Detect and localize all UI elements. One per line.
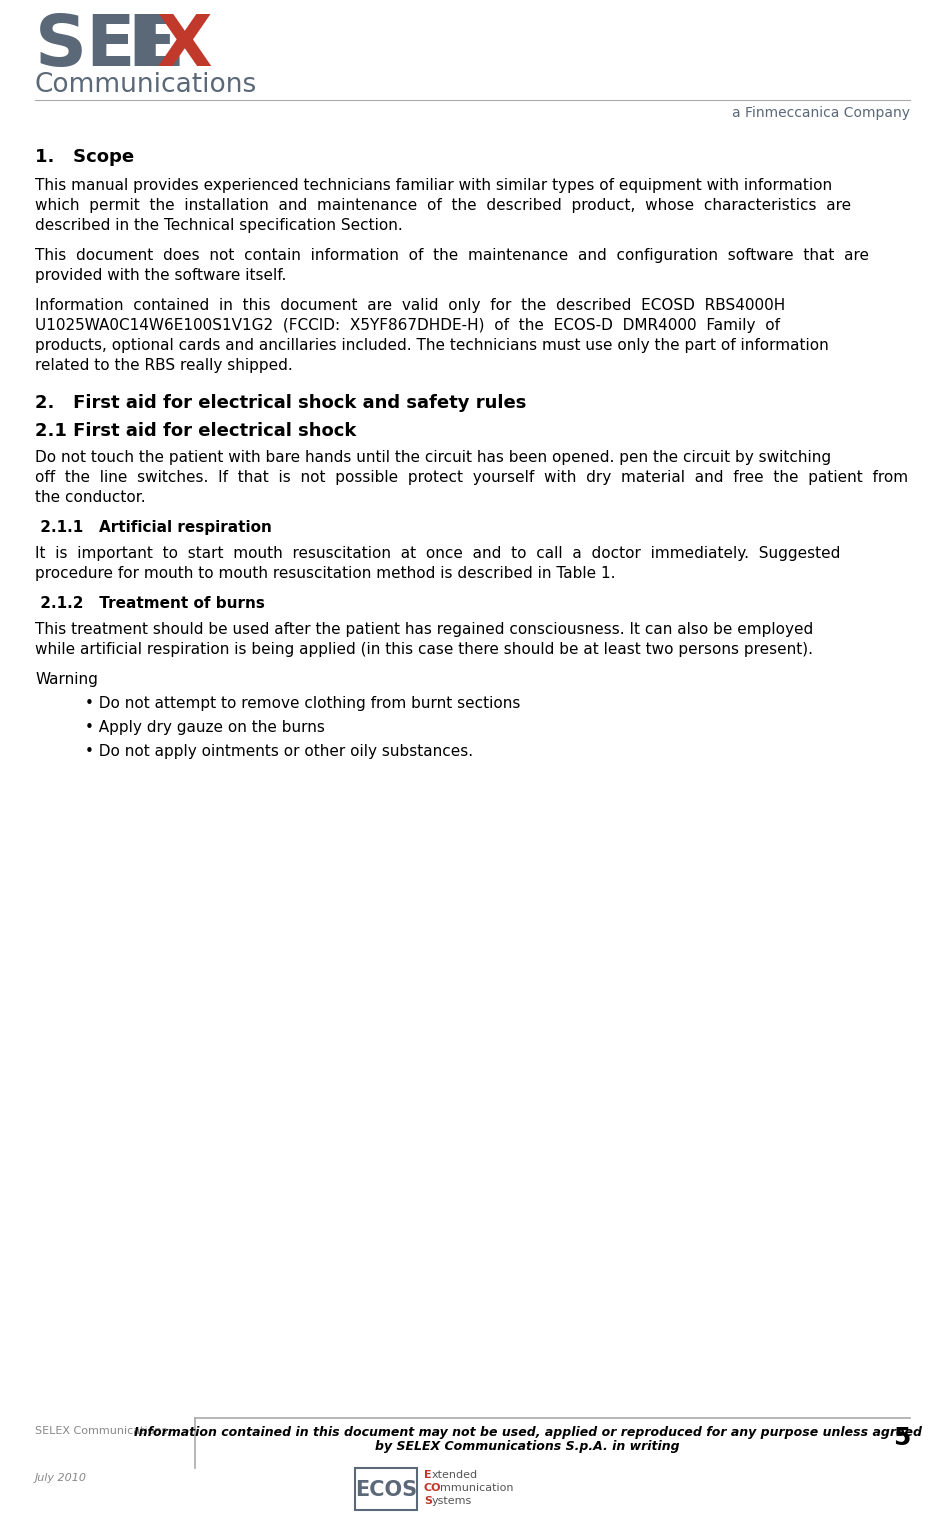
Text: products, optional cards and ancillaries included. The technicians must use only: products, optional cards and ancillaries… <box>35 339 828 352</box>
Text: Information contained in this document may not be used, applied or reproduced fo: Information contained in this document m… <box>133 1426 920 1440</box>
Text: • Apply dry gauze on the burns: • Apply dry gauze on the burns <box>85 720 325 735</box>
Text: xtended: xtended <box>431 1470 478 1479</box>
Text: This manual provides experienced technicians familiar with similar types of equi: This manual provides experienced technic… <box>35 178 832 194</box>
Text: while artificial respiration is being applied (in this case there should be at l: while artificial respiration is being ap… <box>35 642 812 657</box>
Text: off  the  line  switches.  If  that  is  not  possible  protect  yourself  with : off the line switches. If that is not po… <box>35 470 907 485</box>
Text: Communications: Communications <box>35 72 257 98</box>
Text: mmunication: mmunication <box>440 1482 513 1493</box>
Text: It  is  important  to  start  mouth  resuscitation  at  once  and  to  call  a  : It is important to start mouth resuscita… <box>35 546 839 561</box>
Text: U1025WA0C14W6E100S1V1G2  (FCCID:  X5YF867DHDE-H)  of  the  ECOS-D  DMR4000  Fami: U1025WA0C14W6E100S1V1G2 (FCCID: X5YF867D… <box>35 319 779 332</box>
Text: Warning: Warning <box>35 673 98 686</box>
Text: SELEX Communications: SELEX Communications <box>35 1426 167 1437</box>
Text: ECOS: ECOS <box>355 1479 416 1501</box>
Text: E: E <box>424 1470 431 1479</box>
Text: a Finmeccanica Company: a Finmeccanica Company <box>732 107 909 120</box>
Text: 2.1.2   Treatment of burns: 2.1.2 Treatment of burns <box>35 596 264 612</box>
Text: provided with the software itself.: provided with the software itself. <box>35 268 286 284</box>
Text: E: E <box>126 12 177 81</box>
Text: 2.1 First aid for electrical shock: 2.1 First aid for electrical shock <box>35 422 356 441</box>
Text: • Do not apply ointments or other oily substances.: • Do not apply ointments or other oily s… <box>85 744 473 759</box>
Bar <box>355 1469 416 1510</box>
Text: Information  contained  in  this  document  are  valid  only  for  the  describe: Information contained in this document a… <box>35 297 784 313</box>
Text: which  permit  the  installation  and  maintenance  of  the  described  product,: which permit the installation and mainte… <box>35 198 851 214</box>
Text: by SELEX Communications S.p.A. in writing: by SELEX Communications S.p.A. in writin… <box>375 1440 679 1453</box>
Text: the conductor.: the conductor. <box>35 490 145 505</box>
Text: Do not touch the patient with bare hands until the circuit has been opened. pen : Do not touch the patient with bare hands… <box>35 450 830 465</box>
Text: related to the RBS really shipped.: related to the RBS really shipped. <box>35 358 293 374</box>
Text: • Do not attempt to remove clothing from burnt sections: • Do not attempt to remove clothing from… <box>85 695 520 711</box>
Text: CO: CO <box>424 1482 441 1493</box>
Text: July 2010: July 2010 <box>35 1473 87 1482</box>
Text: 5: 5 <box>892 1426 909 1450</box>
Text: procedure for mouth to mouth resuscitation method is described in Table 1.: procedure for mouth to mouth resuscitati… <box>35 566 615 581</box>
Text: X: X <box>157 12 212 81</box>
Text: ystems: ystems <box>431 1496 472 1507</box>
Text: 2.1.1   Artificial respiration: 2.1.1 Artificial respiration <box>35 520 272 535</box>
Text: 2.   First aid for electrical shock and safety rules: 2. First aid for electrical shock and sa… <box>35 393 526 412</box>
Text: This treatment should be used after the patient has regained consciousness. It c: This treatment should be used after the … <box>35 622 813 637</box>
Text: S: S <box>424 1496 431 1507</box>
Text: 1.   Scope: 1. Scope <box>35 148 134 166</box>
Text: described in the Technical specification Section.: described in the Technical specification… <box>35 218 402 233</box>
Text: This  document  does  not  contain  information  of  the  maintenance  and  conf: This document does not contain informati… <box>35 249 868 262</box>
Text: SEL: SEL <box>35 12 182 81</box>
